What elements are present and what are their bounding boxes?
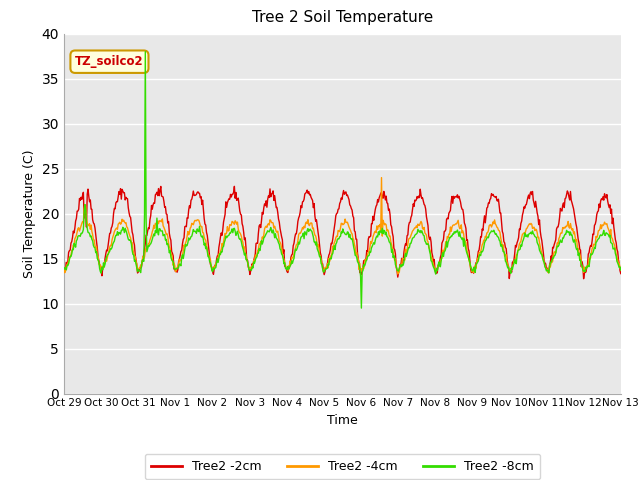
Y-axis label: Soil Temperature (C): Soil Temperature (C): [23, 149, 36, 278]
X-axis label: Time: Time: [327, 414, 358, 427]
Legend: Tree2 -2cm, Tree2 -4cm, Tree2 -8cm: Tree2 -2cm, Tree2 -4cm, Tree2 -8cm: [145, 454, 540, 480]
Title: Tree 2 Soil Temperature: Tree 2 Soil Temperature: [252, 11, 433, 25]
Text: TZ_soilco2: TZ_soilco2: [75, 55, 144, 68]
